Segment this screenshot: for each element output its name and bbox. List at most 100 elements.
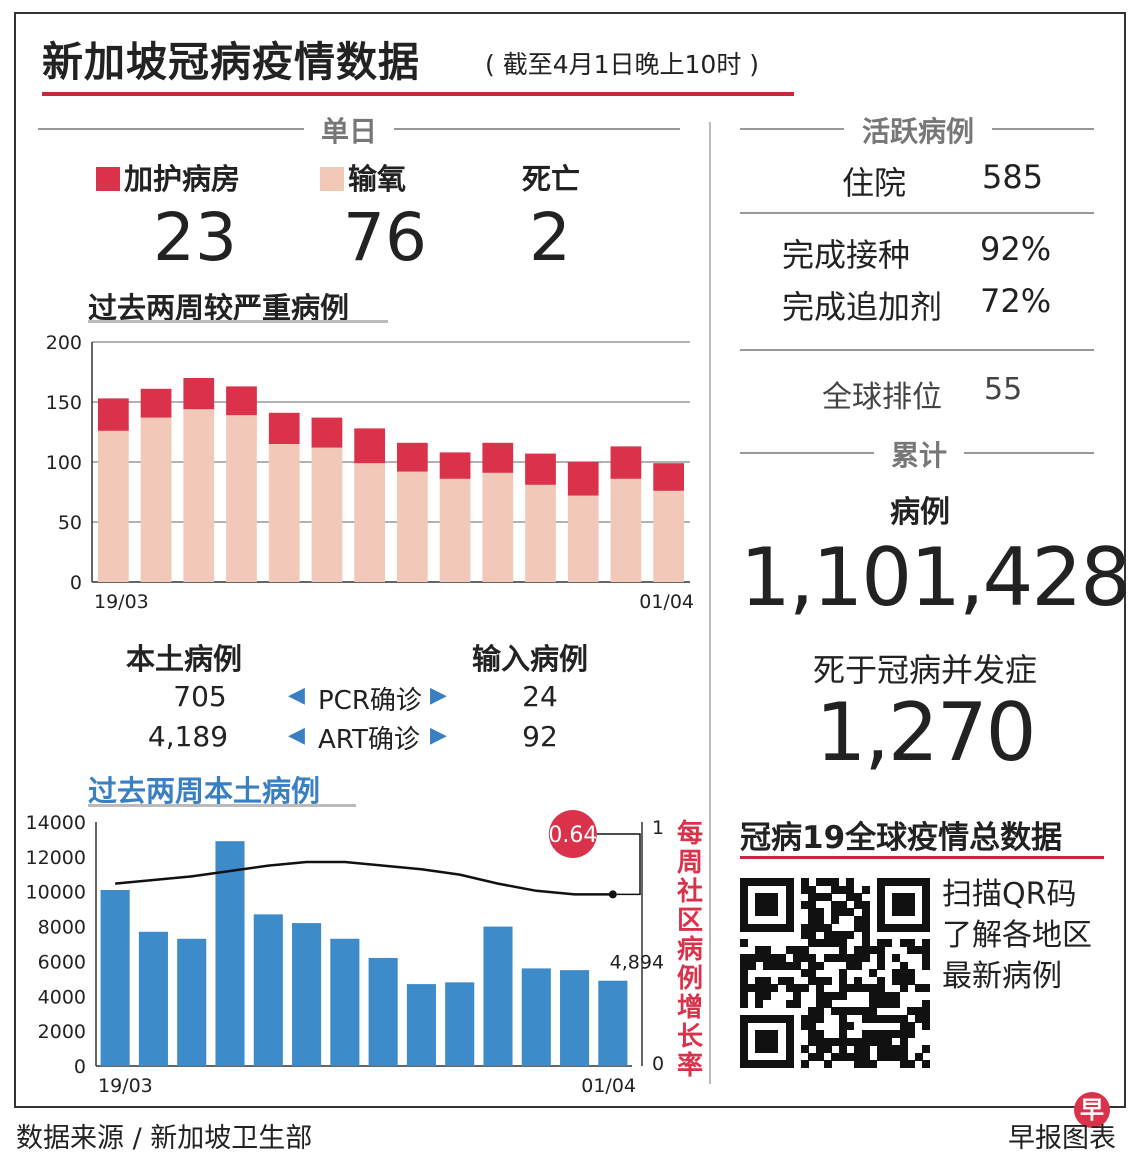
y-tick-label: 10000	[26, 882, 86, 904]
qr-module	[740, 999, 749, 1008]
qr-module	[740, 923, 749, 932]
qr-module	[838, 992, 847, 1001]
qr-module	[838, 1014, 847, 1023]
qr-module	[899, 878, 908, 887]
global-title-underline	[740, 856, 1104, 859]
y-tick-label: 0	[74, 1056, 86, 1078]
secondary-axis-label-char: 增	[677, 992, 703, 1023]
qr-module	[861, 916, 870, 925]
qr-module	[884, 992, 893, 1001]
qr-module	[755, 954, 764, 963]
qr-module	[770, 984, 779, 993]
qr-text-line-3: 最新病例	[942, 959, 1062, 994]
qr-module	[907, 1060, 916, 1069]
local-case-bar	[560, 970, 590, 1066]
qr-module	[892, 878, 901, 887]
cumulative-deaths-label: 死于冠病并发症	[812, 651, 1037, 689]
qr-module	[831, 1052, 840, 1061]
secondary-axis-label-char: 每	[677, 818, 703, 849]
qr-module	[800, 878, 809, 887]
qr-module	[922, 923, 931, 932]
global-data-title: 冠病19全球疫情总数据	[740, 820, 1063, 856]
qr-module	[922, 946, 931, 955]
qr-module	[823, 893, 832, 902]
qr-module	[770, 961, 779, 970]
booster-value: 72%	[980, 282, 1052, 320]
y-tick-label: 4000	[38, 986, 86, 1008]
qr-module	[816, 1030, 825, 1039]
oxygen-bar	[140, 417, 172, 582]
qr-module	[823, 938, 832, 947]
qr-module	[747, 1060, 756, 1069]
qr-caption: 扫描QR码 了解各地区 最新病例	[942, 874, 1092, 997]
qr-module	[876, 954, 885, 963]
qr-module	[892, 1052, 901, 1061]
qr-module	[892, 1045, 901, 1054]
qr-module	[876, 999, 885, 1008]
qr-module	[838, 938, 847, 947]
qr-module	[854, 961, 863, 970]
cumulative-cases-value: 1,101,428	[740, 531, 1131, 624]
qr-module	[854, 1007, 863, 1016]
qr-module	[778, 923, 787, 932]
oxygen-bar	[482, 472, 514, 582]
qr-module	[762, 976, 771, 985]
oxygen-bar	[354, 463, 386, 582]
qr-module	[914, 984, 923, 993]
qr-module	[838, 1052, 847, 1061]
qr-code[interactable]	[740, 878, 931, 1069]
qr-module	[899, 893, 908, 902]
qr-module	[922, 878, 931, 887]
qr-module	[808, 954, 817, 963]
qr-module	[800, 984, 809, 993]
qr-module	[762, 1037, 771, 1046]
local-case-bar	[292, 923, 322, 1066]
cumulative-cases-label: 病例	[890, 495, 950, 530]
qr-module	[876, 908, 885, 917]
daily-heading: 单日	[320, 115, 377, 148]
qr-module	[892, 1014, 901, 1023]
qr-module	[778, 1060, 787, 1069]
qr-module	[793, 999, 802, 1008]
qr-module	[770, 954, 779, 963]
rank-value: 55	[984, 372, 1023, 407]
qr-module	[899, 976, 908, 985]
brand-label: 早报图表	[1008, 1123, 1116, 1154]
qr-module	[785, 893, 794, 902]
qr-module	[762, 1030, 771, 1039]
qr-module	[907, 1007, 916, 1016]
icu-bar	[439, 452, 471, 479]
qr-module	[869, 1014, 878, 1023]
qr-module	[838, 931, 847, 940]
local-case-bar	[368, 957, 398, 1066]
qr-module	[869, 969, 878, 978]
qr-module	[800, 885, 809, 894]
oxygen-bar	[396, 471, 428, 582]
art-left-arrow-icon: ◀	[288, 723, 305, 748]
local-case-bar	[138, 931, 168, 1066]
secondary-tick-label: 1	[652, 817, 664, 839]
qr-text-line-2: 了解各地区	[942, 918, 1092, 953]
y-tick-label: 200	[46, 332, 82, 354]
qr-module	[869, 946, 878, 955]
qr-module	[808, 976, 817, 985]
qr-module	[831, 1007, 840, 1016]
oxygen-value: 76	[343, 199, 427, 276]
qr-module	[808, 1030, 817, 1039]
qr-module	[854, 893, 863, 902]
qr-module	[884, 1030, 893, 1039]
oxygen-bar	[311, 447, 343, 582]
qr-module	[800, 1022, 809, 1031]
qr-module	[854, 923, 863, 932]
qr-module	[740, 1045, 749, 1054]
qr-module	[914, 923, 923, 932]
qr-text-line-1: 扫描QR码	[942, 877, 1077, 912]
qr-module	[755, 946, 764, 955]
qr-module	[914, 1007, 923, 1016]
qr-module	[846, 908, 855, 917]
qr-module	[755, 923, 764, 932]
qr-module	[816, 984, 825, 993]
qr-module	[831, 885, 840, 894]
x-tick-label: 19/03	[98, 1075, 153, 1097]
qr-module	[831, 908, 840, 917]
